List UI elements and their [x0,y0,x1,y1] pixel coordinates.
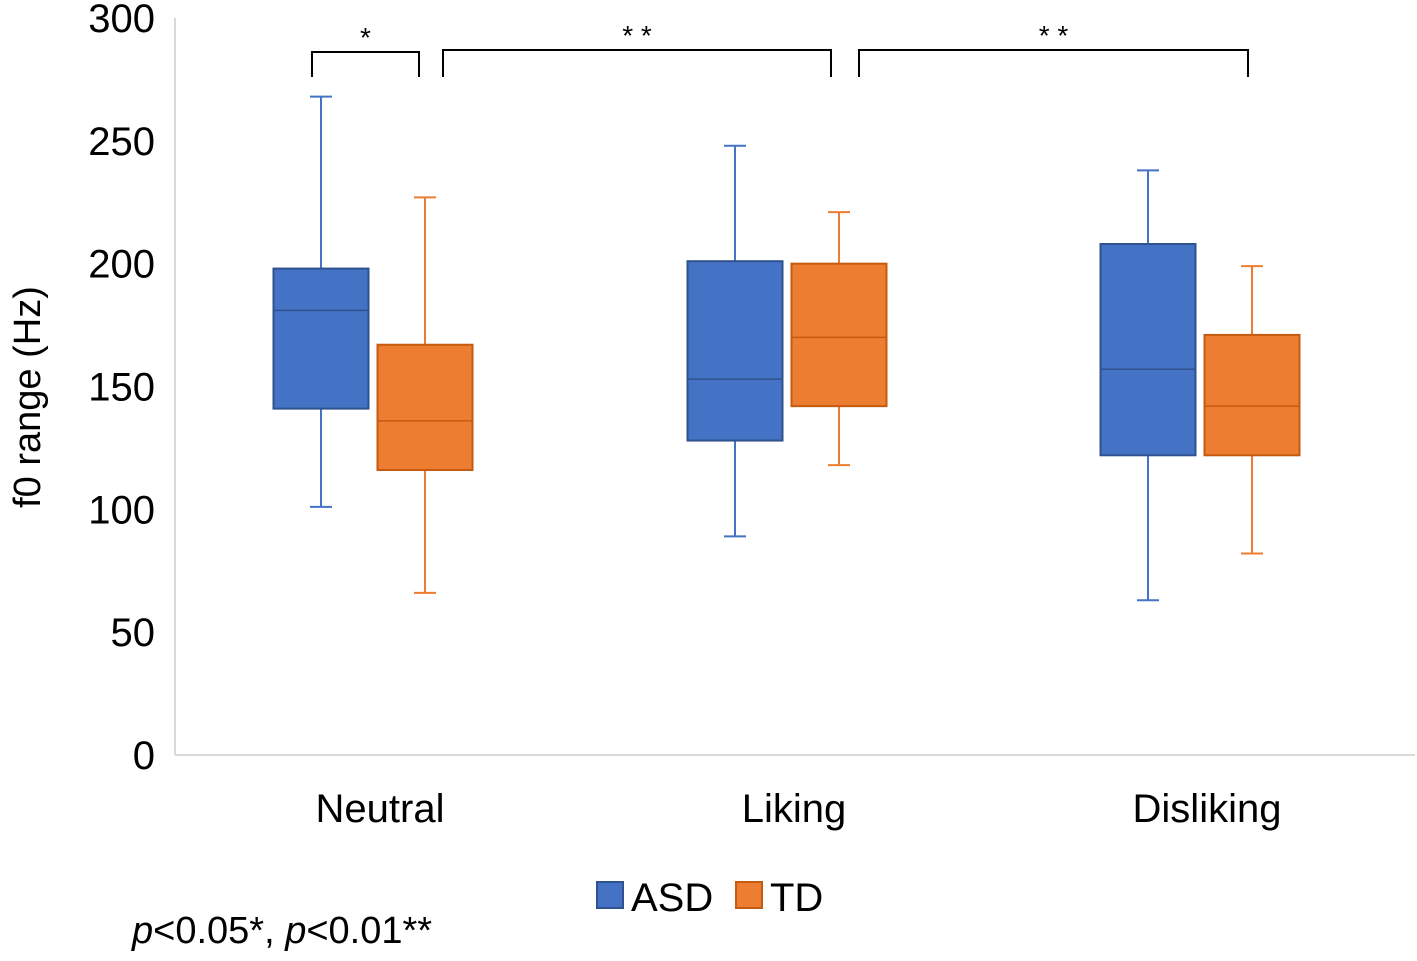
boxes [272,95,1301,602]
axes [174,18,1415,756]
y-tick-label: 250 [88,120,155,164]
box-iqr [1203,333,1301,457]
box-asd-neutral [272,95,370,508]
box-td-neutral [376,196,474,594]
footnote-p1: p [132,910,154,952]
legend: ASD TD [596,876,823,920]
significance-label: * * [1039,20,1069,51]
x-tick-label: Liking [742,787,847,831]
x-tick-label: Neutral [316,787,445,831]
legend-label: ASD [631,876,713,920]
box-asd-liking [686,144,784,538]
y-tick-label: 50 [111,611,156,655]
y-tick-label: 150 [88,366,155,410]
y-tick-label: 100 [88,488,155,532]
box-td-liking [790,211,888,467]
box-td-disliking [1203,265,1301,555]
y-tick-label: 300 [88,0,155,41]
y-axis-ticks: 0 50 100 150 200 250 300 [88,0,155,778]
significance-label: * * [622,20,652,51]
legend-item-asd: ASD [596,876,713,920]
box-iqr [1099,243,1197,457]
significance-brackets: * * * * * [311,20,1249,77]
footnote-text2: <0.01** [306,910,433,952]
significance-bracket: * * [442,20,832,77]
box-asd-disliking [1099,169,1197,602]
y-axis-title: f0 range (Hz) [7,286,49,508]
bracket-line [442,49,832,77]
significance-bracket: * * [858,20,1249,77]
bracket-line [858,49,1249,77]
significance-label: * [360,22,371,53]
footnote-p2: p [285,910,307,952]
y-tick-label: 0 [133,734,155,778]
significance-bracket: * [311,22,420,77]
category-labels: Neutral Liking Disliking [316,787,1282,831]
box-iqr [790,262,888,408]
footnote: p<0.05*, p<0.01** [132,910,432,953]
x-tick-label: Disliking [1133,787,1282,831]
legend-label: TD [770,876,823,920]
footnote-text1: <0.05*, [153,910,286,952]
legend-item-td: TD [735,876,823,920]
box-iqr [272,267,370,410]
legend-swatch [596,881,624,909]
bracket-line [311,51,420,77]
box-iqr [376,343,474,472]
box-iqr [686,260,784,442]
legend-swatch [735,881,763,909]
y-tick-label: 200 [88,243,155,287]
